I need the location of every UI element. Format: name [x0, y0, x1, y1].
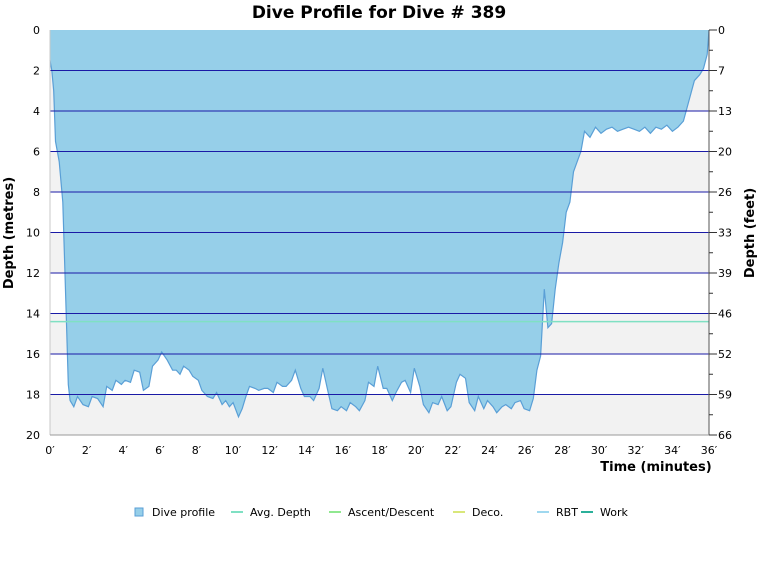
- y-right-tick-label: 39: [718, 267, 732, 280]
- y-right-tick-label: 46: [718, 308, 732, 321]
- y-left-tick-label: 2: [33, 65, 40, 78]
- y-right-tick-label: 52: [718, 348, 732, 361]
- chart-title: Dive Profile for Dive # 389: [252, 3, 506, 23]
- y-left-tick-label: 6: [33, 146, 40, 159]
- x-tick-label: 20′: [408, 444, 425, 457]
- x-tick-label: 36′: [701, 444, 718, 457]
- legend-label: Dive profile: [152, 506, 215, 519]
- x-tick-label: 8′: [192, 444, 202, 457]
- x-tick-label: 6′: [155, 444, 165, 457]
- y-left-tick-label: 16: [26, 348, 40, 361]
- y-left-tick-label: 0: [33, 24, 40, 37]
- legend-label: Work: [600, 506, 628, 519]
- y-right-tick-label: 26: [718, 186, 732, 199]
- y-right-tick-label: 13: [718, 105, 732, 118]
- x-tick-label: 32′: [628, 444, 645, 457]
- dive-profile-area: [50, 30, 709, 417]
- y-left-tick-label: 4: [33, 105, 40, 118]
- legend: Dive profile Avg. Depth Ascent/Descent Deco…: [134, 506, 628, 519]
- y-right-tick-label: 66: [718, 429, 732, 442]
- y-axis-title-right: Depth (feet): [743, 188, 758, 278]
- legend-swatch-box: [134, 507, 144, 517]
- x-tick-label: 14′: [298, 444, 315, 457]
- y-right-tick-label: 7: [718, 65, 725, 78]
- x-tick-label: 26′: [518, 444, 535, 457]
- x-tick-label: 12′: [261, 444, 278, 457]
- x-tick-label: 4′: [118, 444, 128, 457]
- y-left-tick-label: 8: [33, 186, 40, 199]
- x-tick-label: 28′: [554, 444, 571, 457]
- x-tick-label: 30′: [591, 444, 608, 457]
- y-right-tick-label: 59: [718, 389, 732, 402]
- y-left-tick-label: 18: [26, 389, 40, 402]
- x-axis-title: Time (minutes): [600, 460, 711, 475]
- plot-band: [50, 394, 709, 435]
- x-tick-label: 10′: [225, 444, 242, 457]
- legend-label: RBT: [556, 506, 578, 519]
- y-right-tick-label: 0: [718, 24, 725, 37]
- x-ticks: 0′ 2′ 4′ 6′ 8′ 10′ 12′ 14′ 16′ 18′ 20′ 22′ 24′ 26′ 28′…: [45, 444, 717, 457]
- x-tick-label: 16′: [335, 444, 352, 457]
- grid-lines: [50, 70, 709, 395]
- x-tick-label: 22′: [444, 444, 461, 457]
- y-axis-title-left: Depth (metres): [2, 177, 17, 289]
- y-right-tick-label: 20: [718, 146, 732, 159]
- y-right-tick-label: 33: [718, 227, 732, 240]
- dive-area-layer: [49, 29, 710, 419]
- legend-label: Deco.: [472, 506, 503, 519]
- y-right-ticks: 0 7 13 20 26 33 39 46 52 59 66: [709, 24, 732, 442]
- dive-profile-line: [49, 29, 710, 419]
- y-left-tick-label: 12: [26, 267, 40, 280]
- legend-label: Ascent/Descent: [348, 506, 435, 519]
- x-tick-label: 2′: [82, 444, 92, 457]
- x-tick-label: 24′: [481, 444, 498, 457]
- y-left-ticks: 0 2 4 6 8 10 12 14 16 18 20: [26, 24, 40, 442]
- x-tick-label: 0′: [45, 444, 55, 457]
- x-tick-label: 18′: [371, 444, 388, 457]
- legend-label: Avg. Depth: [250, 506, 311, 519]
- y-left-tick-label: 10: [26, 227, 40, 240]
- y-left-tick-label: 14: [26, 308, 40, 321]
- x-tick-label: 34′: [664, 444, 681, 457]
- y-left-tick-label: 20: [26, 429, 40, 442]
